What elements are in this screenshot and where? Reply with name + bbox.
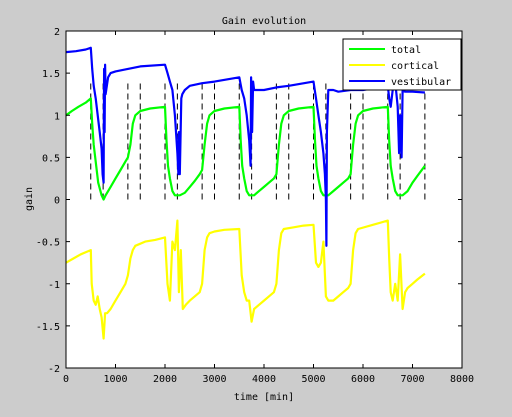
y-tick-label: -1 xyxy=(48,280,60,291)
x-tick-label: 4000 xyxy=(252,374,276,385)
chart-title: Gain evolution xyxy=(222,16,306,27)
series-line-cortical xyxy=(65,219,426,340)
axes-frame xyxy=(65,30,463,369)
y-tick-label: 0.5 xyxy=(42,153,60,164)
y-tick-label: -0.5 xyxy=(36,238,60,249)
axis-ticks: 0 1000 2000 3000 4000 5000 6000 7000 8000 -2 -1.5 -… xyxy=(36,27,474,385)
y-axis-label: gain xyxy=(24,187,35,211)
x-tick-label: 3000 xyxy=(202,374,226,385)
legend-label-total: total xyxy=(391,45,421,56)
x-axis-label: time [min] xyxy=(234,392,294,403)
x-tick-label: 7000 xyxy=(400,374,424,385)
legend: total cortical vestibular xyxy=(342,38,462,91)
y-tick-label: -1.5 xyxy=(36,322,60,333)
y-tick-label: -2 xyxy=(48,364,60,375)
x-tick-label: 0 xyxy=(63,374,69,385)
y-tick-label: 1.5 xyxy=(42,69,60,80)
x-tick-label: 1000 xyxy=(103,374,127,385)
x-tick-label: 6000 xyxy=(351,374,375,385)
y-tick-label: 2 xyxy=(54,27,60,38)
y-tick-label: 0 xyxy=(54,196,60,207)
y-tick-label: 1 xyxy=(54,111,60,122)
legend-label-cortical: cortical xyxy=(391,61,439,72)
legend-label-vestibular: vestibular xyxy=(391,77,451,88)
x-tick-label: 5000 xyxy=(301,374,325,385)
x-tick-label: 2000 xyxy=(153,374,177,385)
series-line-total xyxy=(65,97,426,201)
x-tick-label: 8000 xyxy=(450,374,474,385)
